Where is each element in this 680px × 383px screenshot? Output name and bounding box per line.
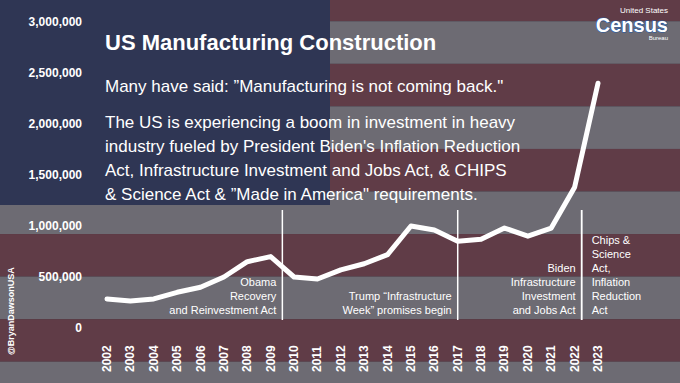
x-tick-label: 2018	[474, 345, 488, 372]
description: industry fueled by President Biden's Inf…	[105, 137, 520, 156]
y-tick-label: 3,000,000	[29, 15, 83, 29]
plot-area	[107, 83, 598, 320]
x-tick-label: 2007	[217, 345, 231, 372]
overlay	[0, 0, 680, 383]
x-tick-label: 2013	[357, 345, 371, 372]
source-logo: United StatesCensusBureau	[596, 6, 668, 41]
source-text: Census	[596, 14, 668, 36]
x-tick-label: 2014	[381, 345, 395, 372]
source-text: Bureau	[649, 35, 668, 41]
x-tick-label: 2006	[194, 345, 208, 372]
x-tick-label: 2012	[334, 345, 348, 372]
y-tick-label: 1,500,000	[29, 168, 83, 182]
x-tick-label: 2023	[591, 345, 605, 372]
annotation-text: Biden	[547, 262, 575, 274]
background	[0, 0, 680, 383]
y-tick-label: 2,500,000	[29, 66, 83, 80]
annotation-text: Science	[592, 248, 631, 260]
description: Act, Infrastructure Investment and Jobs …	[105, 161, 507, 180]
data-line	[107, 83, 598, 301]
credit: @BryanDawsonUSA	[6, 267, 16, 355]
title: US Manufacturing Construction	[105, 30, 436, 55]
annotation-text: Chips &	[592, 234, 631, 246]
x-tick-label: 2010	[287, 345, 301, 372]
x-tick-label: 2005	[170, 345, 184, 372]
annotation-text: Week” promises begin	[342, 304, 451, 316]
annotation-text: Inflation	[592, 276, 631, 288]
x-tick-label: 2015	[404, 345, 418, 372]
annotation-line	[581, 210, 583, 320]
annotation-text: and Jobs Act	[513, 304, 576, 316]
chart: US Manufacturing Construction Many have s…	[0, 0, 680, 383]
annotation-line	[581, 210, 583, 320]
x-tick-label: 2003	[123, 345, 137, 372]
description: The US is experiencing a boom in investm…	[105, 113, 516, 132]
x-tick-label: 2020	[521, 345, 535, 372]
annotation-text: Reduction	[592, 290, 642, 302]
annotation-text: Infrastructure	[511, 276, 576, 288]
annotation-text: Trump “Infrastructure	[349, 290, 452, 302]
x-tick-label: 2017	[451, 345, 465, 372]
x-tick-label: 2019	[497, 345, 511, 372]
x-tick-label: 2004	[147, 345, 161, 372]
x-tick-label: 2022	[568, 345, 582, 372]
x-tick-label: 2008	[240, 345, 254, 372]
subtitle: Many have said: ”Manufacturing is not co…	[105, 77, 503, 96]
x-tick-label: 2011	[310, 346, 324, 372]
annotation-text: Act,	[592, 262, 611, 274]
y-tick-label: 1,000,000	[29, 219, 83, 233]
annotation-text: Obama	[240, 276, 277, 288]
y-tick-label: 500,000	[39, 270, 83, 284]
y-tick-label: 2,000,000	[29, 117, 83, 131]
x-tick-label: 2021	[544, 345, 558, 372]
x-tick-label: 2002	[100, 345, 114, 372]
annotation-text: and Reinvestment Act	[169, 304, 276, 316]
y-tick-label: 0	[75, 321, 82, 335]
x-tick-label: 2016	[427, 345, 441, 372]
annotation-text: Recovery	[230, 290, 277, 302]
x-tick-label: 2009	[264, 345, 278, 372]
description: & Science Act & ”Made in America" requir…	[105, 185, 478, 204]
annotation-line	[457, 210, 459, 320]
annotation-text: Act	[592, 304, 608, 316]
annotation-text: Investment	[522, 290, 576, 302]
